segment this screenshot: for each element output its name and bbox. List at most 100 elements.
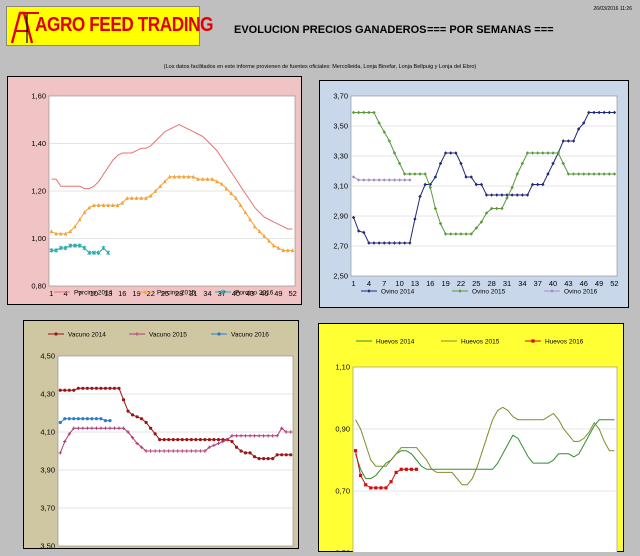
series-line [353, 112, 615, 244]
data-point [205, 176, 210, 181]
series-2 [353, 449, 419, 490]
data-point [449, 151, 453, 155]
data-point [68, 229, 72, 234]
data-point [248, 217, 252, 222]
x-tick-label: 34 [203, 289, 211, 298]
series-line [60, 387, 291, 460]
data-point [162, 438, 166, 442]
x-tick-label: 40 [232, 289, 240, 298]
data-point [484, 211, 489, 215]
page-title: EVOLUCION PRECIOS GANADEROS [234, 24, 427, 36]
chart-vacuno: 3,503,703,904,104,304,501471013161922252… [23, 320, 299, 549]
data-point [409, 467, 413, 471]
legend-label: Vacuno 2014 [68, 332, 106, 339]
data-point [72, 388, 76, 392]
series-line [355, 419, 615, 480]
data-point [602, 172, 606, 176]
data-point [73, 224, 77, 229]
y-tick-label: 2,90 [333, 212, 348, 221]
data-point [351, 110, 356, 115]
x-tick-label: 52 [288, 289, 296, 298]
data-point [248, 434, 252, 438]
series-line [355, 406, 615, 486]
data-point [121, 426, 126, 430]
data-point [459, 232, 463, 236]
x-tick-label: 1 [49, 289, 53, 298]
data-point [221, 439, 225, 444]
data-point [63, 231, 68, 236]
series-1 [355, 406, 615, 486]
data-point [353, 449, 358, 453]
data-point [185, 449, 189, 453]
chart-huevos: 0,500,700,901,10147101316192225283134374… [318, 323, 624, 552]
series-line [51, 123, 293, 230]
legend-marker [220, 289, 226, 295]
series-1 [49, 174, 295, 253]
data-point [382, 178, 386, 182]
x-tick-label: 43 [246, 289, 254, 298]
data-point [262, 457, 266, 461]
data-point [284, 453, 288, 457]
data-point [474, 226, 479, 230]
legend-marker [54, 332, 58, 336]
data-point [162, 449, 166, 453]
legend-marker [217, 332, 221, 336]
data-point [489, 206, 494, 211]
data-point [479, 220, 484, 224]
data-point [99, 426, 103, 430]
data-point [82, 210, 87, 215]
series-2 [49, 243, 111, 255]
data-point [257, 457, 261, 461]
data-point [587, 110, 591, 115]
data-point [362, 230, 366, 235]
y-tick-label: 1,40 [31, 139, 46, 148]
data-point [203, 449, 207, 453]
data-point [284, 430, 288, 434]
data-point [377, 178, 381, 182]
data-point [177, 174, 181, 179]
plot-area [352, 366, 618, 552]
legend-marker [531, 339, 535, 343]
data-point [270, 434, 275, 438]
data-point [207, 438, 211, 442]
x-tick-label: 28 [488, 279, 496, 288]
data-point [144, 449, 148, 453]
data-point [49, 248, 54, 253]
data-point [359, 473, 363, 478]
x-tick-label: 31 [189, 289, 197, 298]
data-point [112, 386, 117, 390]
data-point [379, 486, 383, 490]
x-tick-label: 22 [147, 289, 155, 298]
legend-label: Porcino 2015 [157, 290, 196, 297]
data-point [81, 426, 85, 430]
data-point [96, 250, 101, 255]
legend-marker [458, 289, 462, 293]
data-point [243, 451, 248, 455]
data-point [58, 420, 62, 425]
data-point [201, 176, 205, 181]
data-point [81, 386, 85, 390]
data-point [103, 386, 108, 390]
x-tick-label: 16 [426, 279, 434, 288]
x-tick-label: 7 [382, 279, 386, 288]
data-point [397, 241, 402, 245]
x-tick-label: 49 [274, 289, 282, 298]
x-tick-label: 31 [503, 279, 511, 288]
x-tick-label: 52 [610, 279, 618, 288]
data-point [58, 245, 63, 251]
data-point [276, 245, 281, 250]
data-point [607, 110, 612, 115]
y-tick-label: 0,50 [335, 549, 350, 553]
data-point [139, 195, 143, 200]
data-point [408, 172, 412, 176]
data-point [63, 417, 67, 421]
data-point [281, 248, 285, 253]
x-tick-label: 10 [395, 279, 403, 288]
data-point [140, 417, 144, 421]
data-point [413, 172, 417, 176]
data-point [582, 121, 586, 125]
data-point [561, 139, 565, 143]
data-point [362, 110, 366, 115]
data-point [90, 417, 94, 421]
logo: AGRO FEED TRADING [6, 6, 214, 46]
